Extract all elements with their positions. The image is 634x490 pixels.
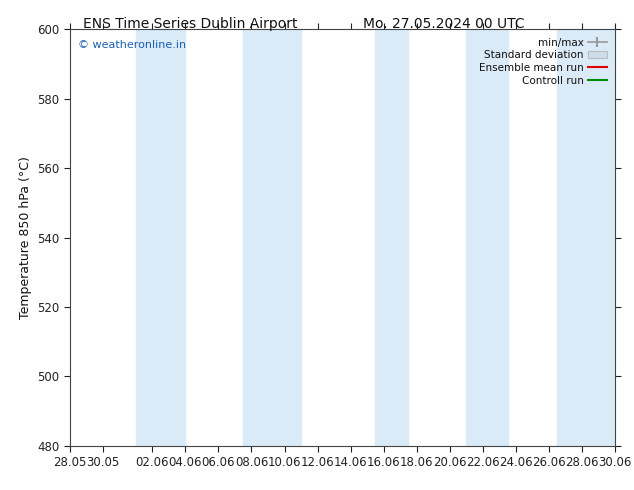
Bar: [557, 29, 615, 446]
Bar: [375, 29, 408, 446]
Legend: min/max, Standard deviation, Ensemble mean run, Controll run: min/max, Standard deviation, Ensemble me…: [476, 35, 610, 89]
Bar: [243, 29, 301, 446]
Text: © weatheronline.in: © weatheronline.in: [78, 40, 186, 50]
Text: Mo. 27.05.2024 00 UTC: Mo. 27.05.2024 00 UTC: [363, 17, 524, 31]
Bar: [136, 29, 185, 446]
Bar: [466, 29, 508, 446]
Y-axis label: Temperature 850 hPa (°C): Temperature 850 hPa (°C): [18, 156, 32, 319]
Text: ENS Time Series Dublin Airport: ENS Time Series Dublin Airport: [83, 17, 297, 31]
